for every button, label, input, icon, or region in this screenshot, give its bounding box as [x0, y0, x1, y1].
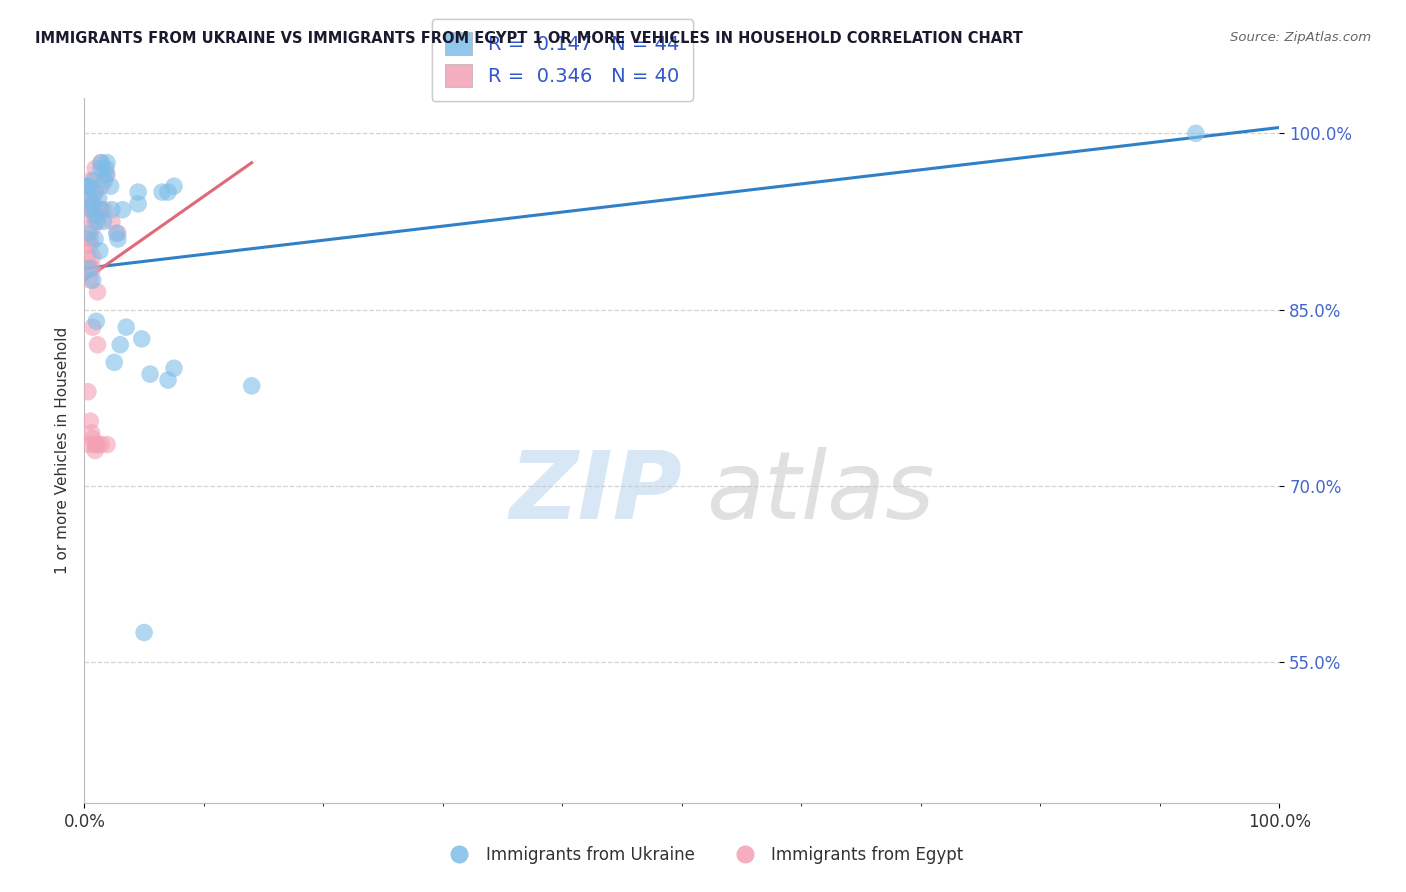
Point	[90, 155, 112, 169]
Point	[77, 232, 100, 246]
Point	[82, 220, 104, 235]
Point	[77, 250, 100, 264]
Point	[84, 209, 107, 223]
Point	[87, 191, 110, 205]
Point	[90, 202, 112, 217]
Point	[80, 425, 103, 440]
Legend: Immigrants from Ukraine, Immigrants from Egypt: Immigrants from Ukraine, Immigrants from…	[436, 839, 970, 871]
Point	[82, 197, 104, 211]
Point	[86, 338, 108, 352]
Point	[96, 168, 118, 182]
Point	[77, 197, 100, 211]
Point	[86, 214, 108, 228]
Point	[84, 185, 107, 199]
Point	[83, 173, 105, 187]
Point	[84, 437, 107, 451]
Point	[77, 179, 100, 194]
Point	[115, 320, 138, 334]
Point	[79, 173, 101, 187]
Point	[93, 214, 115, 228]
Point	[79, 261, 101, 276]
Point	[77, 179, 100, 194]
Point	[94, 161, 117, 176]
Point	[127, 185, 149, 199]
Point	[90, 179, 112, 194]
Text: atlas: atlas	[706, 447, 934, 538]
Point	[107, 232, 129, 246]
Point	[84, 161, 107, 176]
Point	[82, 261, 104, 276]
Point	[77, 226, 100, 240]
Point	[80, 209, 103, 223]
Point	[82, 273, 104, 287]
Point	[79, 232, 101, 246]
Point	[157, 373, 180, 387]
Point	[79, 414, 101, 428]
Point	[80, 202, 103, 217]
Point	[84, 214, 107, 228]
Point	[90, 155, 112, 169]
Point	[131, 332, 153, 346]
Point	[89, 244, 111, 258]
Point	[82, 250, 104, 264]
Point	[157, 185, 180, 199]
Point	[86, 209, 108, 223]
Text: ZIP: ZIP	[509, 447, 682, 539]
Point	[79, 238, 101, 252]
Point	[84, 443, 107, 458]
Y-axis label: 1 or more Vehicles in Household: 1 or more Vehicles in Household	[55, 326, 70, 574]
Point	[110, 338, 132, 352]
Point	[105, 226, 128, 240]
Point	[100, 179, 122, 194]
Point	[1185, 127, 1208, 141]
Point	[77, 261, 100, 276]
Point	[82, 320, 104, 334]
Point	[77, 191, 100, 205]
Point	[90, 202, 112, 217]
Point	[86, 285, 108, 299]
Point	[77, 437, 100, 451]
Point	[77, 384, 100, 399]
Point	[107, 226, 129, 240]
Point	[93, 202, 115, 217]
Point	[163, 179, 186, 194]
Point	[86, 437, 108, 451]
Point	[139, 367, 162, 381]
Point	[93, 173, 115, 187]
Point	[103, 355, 125, 369]
Point	[76, 179, 98, 194]
Point	[90, 437, 112, 451]
Point	[86, 314, 108, 328]
Point	[90, 161, 112, 176]
Point	[101, 214, 124, 228]
Point	[80, 202, 103, 217]
Point	[79, 273, 101, 287]
Point	[101, 202, 124, 217]
Text: Source: ZipAtlas.com: Source: ZipAtlas.com	[1230, 31, 1371, 45]
Point	[94, 168, 117, 182]
Point	[163, 361, 186, 376]
Point	[111, 202, 134, 217]
Point	[132, 625, 156, 640]
Point	[96, 155, 118, 169]
Point	[240, 379, 263, 393]
Point	[77, 191, 100, 205]
Point	[82, 432, 104, 446]
Point	[84, 185, 107, 199]
Legend: R =  0.147   N = 44, R =  0.346   N = 40: R = 0.147 N = 44, R = 0.346 N = 40	[432, 19, 693, 101]
Point	[150, 185, 173, 199]
Point	[84, 232, 107, 246]
Point	[83, 197, 105, 211]
Text: IMMIGRANTS FROM UKRAINE VS IMMIGRANTS FROM EGYPT 1 OR MORE VEHICLES IN HOUSEHOLD: IMMIGRANTS FROM UKRAINE VS IMMIGRANTS FR…	[35, 31, 1024, 46]
Point	[96, 437, 118, 451]
Point	[127, 197, 149, 211]
